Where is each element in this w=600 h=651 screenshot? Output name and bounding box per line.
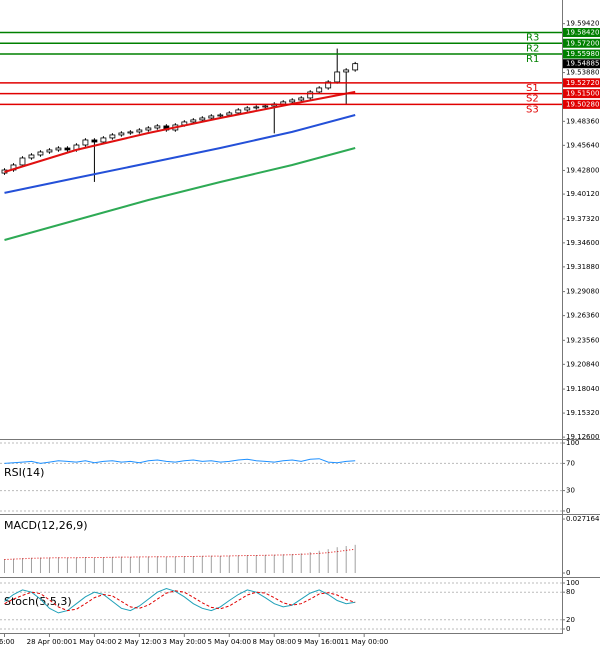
- indicator-line: [4, 458, 356, 464]
- candle-body: [118, 132, 125, 136]
- candle-body: [127, 131, 134, 134]
- panel-title: RSI(14): [4, 466, 44, 479]
- candle-body: [343, 69, 350, 73]
- panel-title: Stoch(5,5,3): [4, 595, 72, 608]
- y-tick-label: 19.26360: [566, 312, 599, 320]
- candle-body: [244, 107, 251, 111]
- y-tick-label: 19.53880: [566, 69, 599, 77]
- x-tick-label: 3 May 20:00: [163, 638, 207, 646]
- x-tick-label: 5 May 04:00: [208, 638, 252, 646]
- candle-body: [262, 105, 269, 108]
- y-tick-label: 0: [566, 507, 570, 515]
- level-price-label: 19.57200: [566, 39, 599, 47]
- level-name: S2: [526, 94, 539, 105]
- level-price-label: 19.50280: [566, 100, 599, 108]
- y-tick-label: 20: [566, 616, 575, 624]
- y-tick-label: 19.18040: [566, 385, 599, 393]
- y-tick-label: 19.34600: [566, 239, 599, 247]
- y-tick-label: 0: [566, 569, 570, 577]
- candle-body: [352, 63, 359, 71]
- frame: [0, 0, 600, 634]
- level-name: S3: [526, 104, 539, 115]
- candle-body: [334, 71, 341, 83]
- level-name: R3: [526, 32, 539, 43]
- candle-body: [55, 147, 62, 151]
- y-tick-label: 19.15320: [566, 409, 599, 417]
- candle-body: [289, 99, 296, 103]
- y-tick-label: 19.20840: [566, 360, 599, 368]
- y-tick-label: 19.29080: [566, 288, 599, 296]
- candle-body: [208, 115, 215, 119]
- moving-average: [4, 114, 356, 194]
- candle-body: [190, 119, 197, 123]
- candle-body: [136, 129, 143, 133]
- y-tick-label: 30: [566, 487, 575, 495]
- candle-body: [19, 157, 26, 166]
- y-tick-label: 19.31880: [566, 263, 599, 271]
- indicator-line: [4, 587, 356, 614]
- level-name: R1: [526, 54, 539, 65]
- y-tick-label: 70: [566, 459, 575, 467]
- y-tick-label: 0.027164: [566, 515, 600, 523]
- candle-body: [325, 81, 332, 89]
- level-price-label: 19.52720: [566, 79, 599, 87]
- candle-body: [316, 87, 323, 93]
- level-price-box: [563, 78, 600, 88]
- level-name: R2: [526, 43, 539, 54]
- candle-body: [46, 149, 53, 153]
- moving-average: [4, 90, 356, 173]
- y-tick-label: 0: [566, 625, 570, 633]
- y-tick-label: 80: [566, 588, 575, 596]
- last-price-box: [563, 59, 600, 69]
- candle-body: [37, 151, 44, 156]
- signal-line: [4, 590, 356, 612]
- candle-body: [64, 147, 71, 151]
- x-tick-label: 2 May 12:00: [118, 638, 162, 646]
- candle-body: [145, 127, 152, 131]
- level-price-box: [563, 49, 600, 59]
- candle-body: [226, 112, 233, 116]
- candle-body: [235, 109, 242, 114]
- y-tick-label: 19.48360: [566, 117, 599, 125]
- panel-title: MACD(12,26,9): [4, 519, 88, 532]
- y-tick-label: 19.37320: [566, 215, 599, 223]
- last-price-label: 19.54885: [566, 60, 599, 68]
- candle-body: [154, 125, 161, 129]
- level-price-box: [563, 38, 600, 48]
- candle-body: [28, 154, 35, 159]
- y-tick-label: 19.59420: [566, 20, 599, 28]
- y-tick-label: 19.40120: [566, 190, 599, 198]
- level-price-box: [563, 99, 600, 109]
- candle-body: [253, 106, 260, 109]
- level-price-label: 19.58420: [566, 28, 599, 36]
- level-price-box: [563, 89, 600, 99]
- candle-body: [100, 137, 107, 143]
- x-tick-label: 16:00: [0, 638, 15, 646]
- candle-body: [109, 134, 116, 139]
- y-tick-label: 19.23560: [566, 336, 599, 344]
- candle-body: [298, 97, 305, 101]
- moving-average: [4, 147, 356, 241]
- level-name: S1: [526, 83, 539, 94]
- y-tick-label: 19.12600: [566, 433, 599, 441]
- candle-body: [82, 139, 89, 146]
- x-tick-label: 8 May 08:00: [252, 638, 296, 646]
- level-price-label: 19.51500: [566, 90, 599, 98]
- x-tick-label: 1 May 04:00: [73, 638, 117, 646]
- candle-body: [199, 117, 206, 121]
- level-price-label: 19.55980: [566, 50, 599, 58]
- y-tick-label: 100: [566, 579, 579, 587]
- y-tick-label: 100: [566, 439, 579, 447]
- x-tick-label: 28 Apr 00:00: [27, 638, 73, 646]
- y-tick-label: 19.45640: [566, 141, 599, 149]
- candle-body: [217, 114, 224, 117]
- candle-body: [307, 91, 314, 99]
- x-tick-label: 11 May 00:00: [340, 638, 388, 646]
- x-tick-label: 9 May 16:00: [297, 638, 341, 646]
- candle-body: [91, 139, 98, 143]
- level-price-box: [563, 27, 600, 37]
- y-tick-label: 19.42800: [566, 166, 599, 174]
